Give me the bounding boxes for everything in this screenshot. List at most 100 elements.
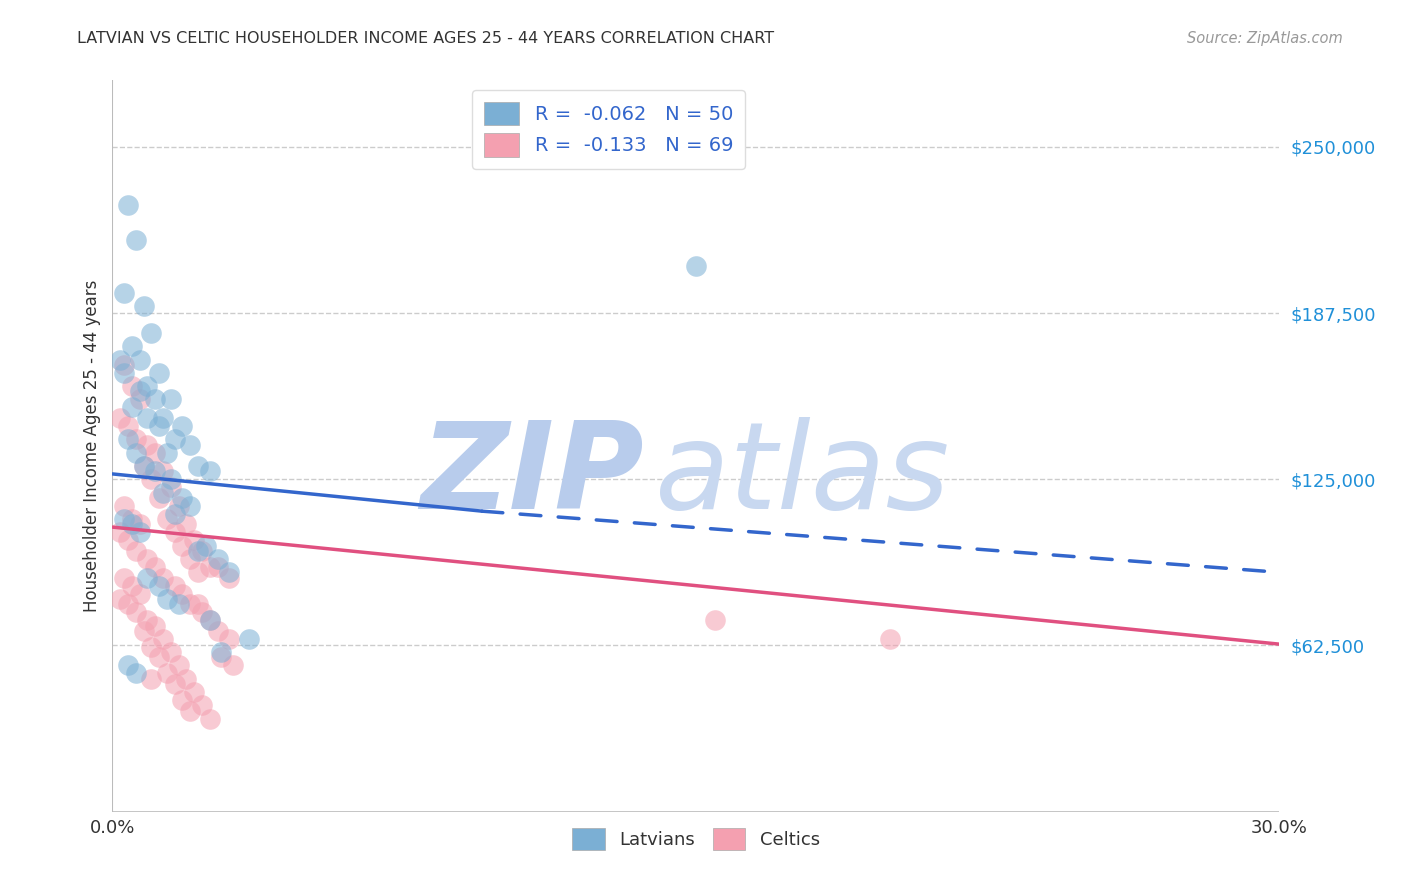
Point	[176, 517, 198, 532]
Point	[117, 433, 139, 447]
Point	[136, 438, 159, 452]
Point	[156, 666, 179, 681]
Point	[172, 693, 194, 707]
Point	[143, 464, 166, 478]
Point	[112, 366, 135, 380]
Point	[167, 499, 190, 513]
Point	[209, 645, 232, 659]
Point	[121, 512, 143, 526]
Point	[152, 485, 174, 500]
Point	[121, 339, 143, 353]
Point	[191, 544, 214, 558]
Point	[143, 392, 166, 407]
Point	[152, 571, 174, 585]
Point	[160, 480, 183, 494]
Legend: Latvians, Celtics: Latvians, Celtics	[565, 821, 827, 857]
Point	[121, 379, 143, 393]
Point	[209, 650, 232, 665]
Point	[167, 658, 190, 673]
Point	[198, 613, 221, 627]
Point	[132, 458, 155, 473]
Point	[148, 366, 170, 380]
Point	[179, 704, 201, 718]
Point	[132, 299, 155, 313]
Point	[117, 198, 139, 212]
Point	[172, 586, 194, 600]
Point	[136, 379, 159, 393]
Y-axis label: Householder Income Ages 25 - 44 years: Householder Income Ages 25 - 44 years	[83, 280, 101, 612]
Point	[128, 352, 150, 367]
Text: Source: ZipAtlas.com: Source: ZipAtlas.com	[1187, 31, 1343, 46]
Point	[187, 597, 209, 611]
Point	[110, 352, 132, 367]
Point	[152, 632, 174, 646]
Point	[183, 533, 205, 548]
Point	[141, 672, 163, 686]
Point	[112, 512, 135, 526]
Point	[148, 579, 170, 593]
Point	[121, 401, 143, 415]
Point	[163, 433, 186, 447]
Point	[128, 384, 150, 399]
Point	[207, 624, 229, 638]
Point	[121, 517, 143, 532]
Point	[207, 552, 229, 566]
Point	[222, 658, 245, 673]
Point	[128, 525, 150, 540]
Point	[110, 525, 132, 540]
Point	[110, 591, 132, 606]
Point	[191, 605, 214, 619]
Point	[160, 645, 183, 659]
Point	[218, 632, 240, 646]
Point	[125, 445, 148, 459]
Point	[148, 491, 170, 505]
Point	[187, 458, 209, 473]
Point	[163, 677, 186, 691]
Point	[143, 560, 166, 574]
Point	[704, 613, 727, 627]
Point	[128, 517, 150, 532]
Point	[141, 326, 163, 340]
Point	[238, 632, 260, 646]
Point	[125, 544, 148, 558]
Point	[148, 650, 170, 665]
Point	[121, 579, 143, 593]
Point	[112, 571, 135, 585]
Point	[112, 358, 135, 372]
Point	[179, 597, 201, 611]
Point	[198, 464, 221, 478]
Point	[172, 491, 194, 505]
Text: atlas: atlas	[655, 417, 950, 533]
Point	[179, 552, 201, 566]
Point	[167, 597, 190, 611]
Point	[156, 445, 179, 459]
Point	[132, 458, 155, 473]
Point	[163, 579, 186, 593]
Point	[176, 672, 198, 686]
Point	[207, 560, 229, 574]
Point	[172, 419, 194, 434]
Point	[218, 566, 240, 580]
Text: LATVIAN VS CELTIC HOUSEHOLDER INCOME AGES 25 - 44 YEARS CORRELATION CHART: LATVIAN VS CELTIC HOUSEHOLDER INCOME AGE…	[77, 31, 775, 46]
Point	[879, 632, 901, 646]
Point	[143, 445, 166, 459]
Point	[143, 618, 166, 632]
Point	[183, 685, 205, 699]
Point	[160, 472, 183, 486]
Point	[117, 419, 139, 434]
Point	[148, 419, 170, 434]
Point	[187, 566, 209, 580]
Point	[152, 464, 174, 478]
Point	[117, 658, 139, 673]
Point	[198, 712, 221, 726]
Text: ZIP: ZIP	[420, 417, 644, 533]
Point	[125, 666, 148, 681]
Point	[112, 499, 135, 513]
Point	[141, 640, 163, 654]
Point	[218, 571, 240, 585]
Point	[156, 512, 179, 526]
Point	[179, 438, 201, 452]
Point	[163, 507, 186, 521]
Point	[191, 698, 214, 713]
Point	[117, 597, 139, 611]
